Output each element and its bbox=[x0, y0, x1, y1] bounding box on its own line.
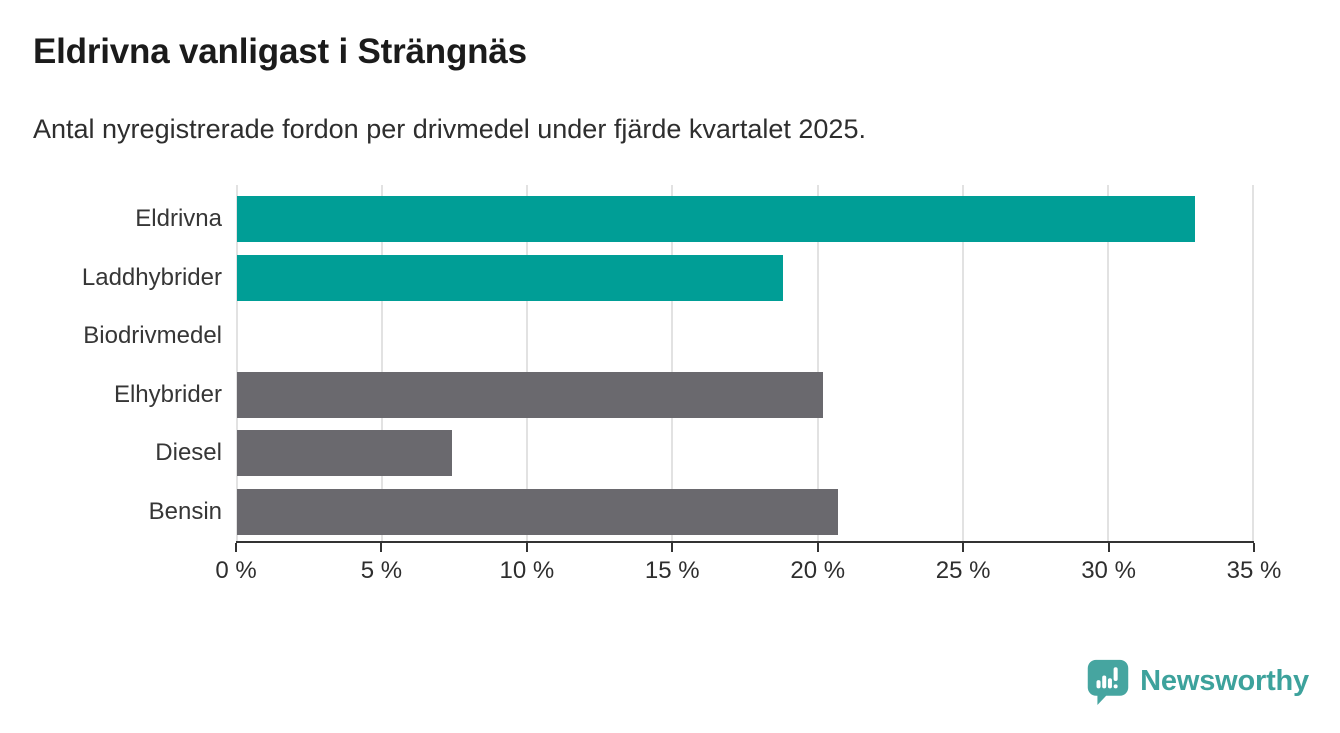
gridline-20 bbox=[816, 185, 819, 541]
x-tick-15 bbox=[671, 543, 674, 552]
bar-track bbox=[237, 371, 1253, 418]
gridline-5 bbox=[381, 185, 384, 541]
newsworthy-branding: Newsworthy bbox=[1085, 657, 1309, 706]
bar-row: Eldrivna bbox=[0, 190, 1253, 249]
bar-diesel bbox=[237, 430, 452, 477]
bar-row: Diesel bbox=[0, 424, 1253, 483]
bar-row: Biodrivmedel bbox=[0, 307, 1253, 366]
bar-bensin bbox=[237, 488, 838, 535]
gridline-25 bbox=[961, 185, 964, 541]
chart-subtitle: Antal nyregistrerade fordon per drivmede… bbox=[33, 114, 866, 144]
category-label: Laddhybrider bbox=[81, 263, 222, 291]
category-label: Elhybrider bbox=[113, 380, 222, 408]
x-tick-20 bbox=[816, 543, 819, 552]
bar-track bbox=[237, 488, 1253, 535]
x-tick-label: 10 % bbox=[499, 557, 555, 584]
bar-eldrivna bbox=[237, 196, 1195, 243]
bar-row: Elhybrider bbox=[0, 366, 1253, 425]
x-axis: 0 % 5 % 10 % 15 % 20 % 25 % 30 % 35 % bbox=[215, 541, 1281, 603]
category-label: Biodrivmedel bbox=[83, 322, 222, 350]
x-tick-label: 35 % bbox=[1226, 557, 1282, 584]
plot-gridlines bbox=[236, 185, 1254, 541]
newsworthy-logo-icon bbox=[1087, 659, 1129, 705]
x-tick-5 bbox=[380, 543, 383, 552]
x-tick-30 bbox=[1107, 543, 1110, 552]
category-label: Diesel bbox=[155, 439, 222, 467]
gridline-10 bbox=[526, 185, 529, 541]
x-tick-35 bbox=[1253, 543, 1255, 552]
x-tick-label: 30 % bbox=[1081, 557, 1136, 584]
x-tick-label: 20 % bbox=[790, 557, 846, 584]
bar-track bbox=[237, 196, 1253, 243]
category-label: Bensin bbox=[148, 497, 222, 525]
bar-track bbox=[237, 254, 1253, 301]
x-tick-label: 15 % bbox=[644, 557, 700, 584]
chart-title: Eldrivna vanligast i Strängnäs bbox=[33, 32, 527, 71]
x-tick-25 bbox=[962, 543, 965, 552]
x-tick-label: 25 % bbox=[935, 557, 991, 584]
gridline-35 bbox=[1252, 185, 1254, 541]
x-tick-0 bbox=[235, 543, 237, 552]
bar-elhybrider bbox=[237, 371, 824, 418]
bar-laddhybrider bbox=[237, 254, 783, 301]
category-label: Eldrivna bbox=[135, 205, 222, 233]
x-tick-label: 0 % bbox=[215, 557, 257, 584]
bar-track bbox=[237, 430, 1253, 477]
bar-row: Laddhybrider bbox=[0, 249, 1253, 308]
x-tick-10 bbox=[525, 543, 528, 552]
gridline-30 bbox=[1106, 185, 1109, 541]
bar-chart: Eldrivna Laddhybrider Biodrivmedel Elhybrid… bbox=[0, 185, 1281, 605]
x-tick-label: 5 % bbox=[360, 557, 403, 584]
gridline-15 bbox=[671, 185, 674, 541]
bar-row: Bensin bbox=[0, 483, 1253, 542]
bar-rows: Eldrivna Laddhybrider Biodrivmedel Elhybrid… bbox=[0, 185, 1253, 541]
gridline-0 bbox=[236, 185, 238, 541]
bar-track bbox=[237, 313, 1253, 359]
newsworthy-wordmark: Newsworthy bbox=[1140, 665, 1309, 697]
